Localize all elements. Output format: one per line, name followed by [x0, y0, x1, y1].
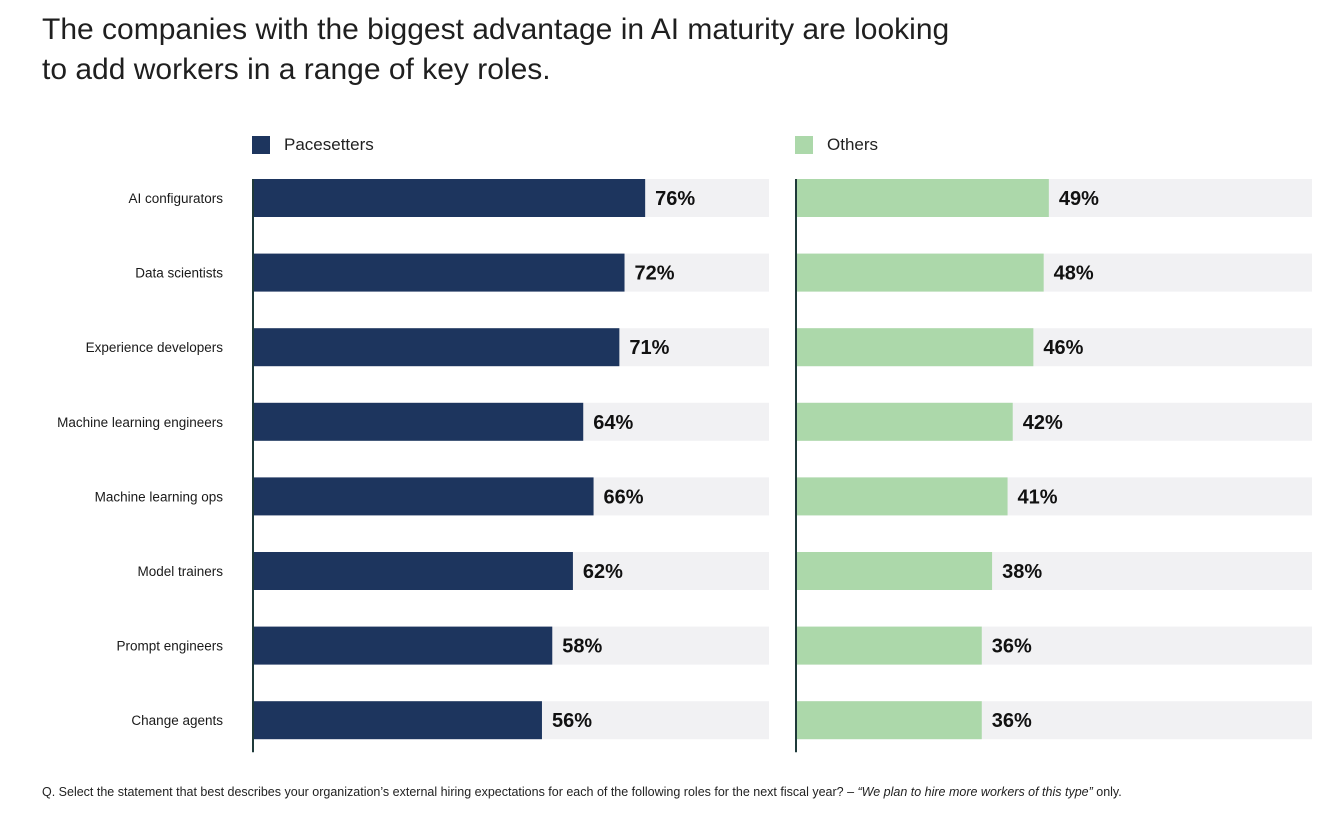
value-label-others-ai-configurators: 49%	[1059, 188, 1099, 210]
survey-question-footnote: Q. Select the statement that best descri…	[42, 785, 1312, 799]
bar-pacesetters-machine-learning-engineers	[253, 402, 584, 441]
chart-title-line-1: The companies with the biggest advantage…	[42, 13, 950, 46]
bar-others-machine-learning-engineers	[796, 402, 1013, 441]
chart-title: The companies with the biggest advantage…	[42, 10, 1042, 90]
value-label-others-prompt-engineers: 36%	[992, 636, 1032, 658]
bar-pacesetters-prompt-engineers	[253, 626, 553, 665]
legend-pacesetters: Pacesetters	[252, 134, 374, 156]
legend-label-pacesetters: Pacesetters	[284, 135, 374, 154]
value-label-others-experience-developers: 46%	[1043, 337, 1083, 359]
bar-others-change-agents	[796, 701, 982, 740]
bar-others-ai-configurators	[796, 179, 1049, 217]
footnote-suffix: only.	[1092, 785, 1122, 799]
category-label-model-trainers: Model trainers	[137, 564, 223, 579]
value-label-others-machine-learning-ops: 41%	[1018, 486, 1058, 508]
legend-label-others: Others	[827, 135, 879, 154]
value-label-pacesetters-machine-learning-engineers: 64%	[593, 412, 633, 434]
bar-others-model-trainers	[796, 552, 993, 590]
value-label-pacesetters-prompt-engineers: 58%	[562, 636, 602, 658]
legend-swatch-pacesetters	[252, 136, 270, 154]
category-label-data-scientists: Data scientists	[135, 266, 223, 281]
value-label-pacesetters-data-scientists: 72%	[635, 263, 675, 285]
bar-pacesetters-ai-configurators	[253, 179, 646, 217]
bar-others-experience-developers	[796, 328, 1034, 367]
category-label-change-agents: Change agents	[131, 713, 223, 728]
category-label-prompt-engineers: Prompt engineers	[116, 639, 223, 654]
bar-pacesetters-change-agents	[253, 701, 542, 740]
bar-pacesetters-experience-developers	[253, 328, 620, 367]
footnote-quote: “We plan to hire more workers of this ty…	[857, 785, 1093, 799]
chart-title-line-2: to add workers in a range of key roles.	[42, 53, 551, 86]
value-label-pacesetters-machine-learning-ops: 66%	[604, 486, 644, 508]
bar-pacesetters-machine-learning-ops	[253, 477, 594, 516]
legend-others: Others	[795, 134, 878, 156]
value-label-others-data-scientists: 48%	[1054, 263, 1094, 285]
value-label-others-model-trainers: 38%	[1002, 561, 1042, 583]
bar-others-prompt-engineers	[796, 626, 982, 665]
footnote-prefix: Q. Select the statement that best descri…	[42, 785, 858, 799]
bar-pacesetters-data-scientists	[253, 253, 625, 292]
value-label-pacesetters-change-agents: 56%	[552, 710, 592, 732]
bar-pacesetters-model-trainers	[253, 552, 573, 590]
category-label-ai-configurators: AI configurators	[128, 191, 223, 206]
value-label-pacesetters-experience-developers: 71%	[629, 337, 669, 359]
value-label-others-machine-learning-engineers: 42%	[1023, 412, 1063, 434]
value-label-pacesetters-ai-configurators: 76%	[655, 188, 695, 210]
category-label-machine-learning-engineers: Machine learning engineers	[57, 415, 223, 430]
bar-others-data-scientists	[796, 253, 1044, 292]
bar-others-machine-learning-ops	[796, 477, 1008, 516]
value-label-pacesetters-model-trainers: 62%	[583, 561, 623, 583]
value-label-others-change-agents: 36%	[992, 710, 1032, 732]
category-label-experience-developers: Experience developers	[86, 340, 224, 355]
legend-swatch-others	[795, 136, 813, 154]
category-label-machine-learning-ops: Machine learning ops	[95, 489, 224, 504]
